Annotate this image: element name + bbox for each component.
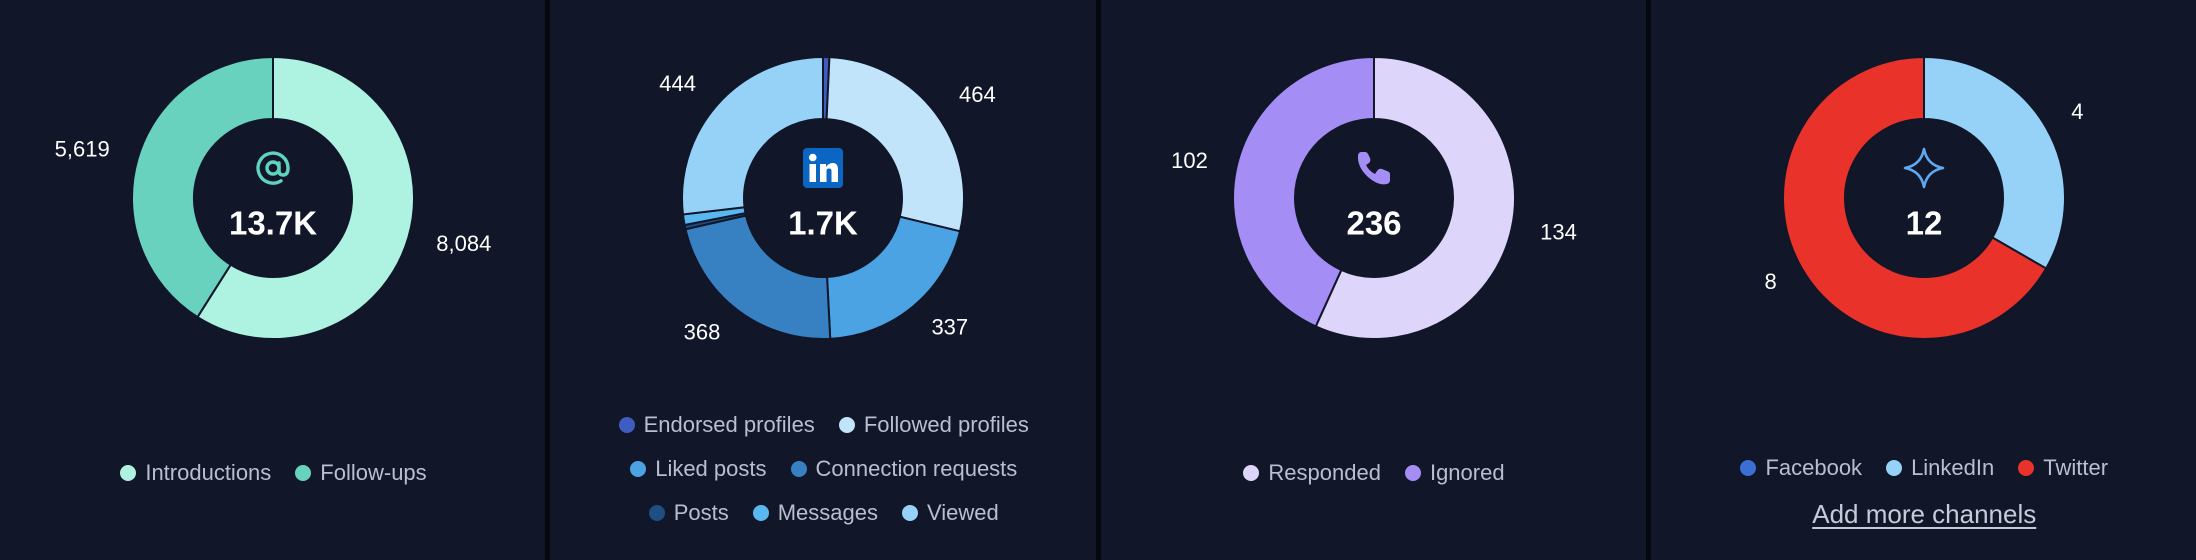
panel-divider <box>1645 0 1651 560</box>
slice-follow-ups[interactable] <box>131 55 274 319</box>
donut-chart: 8,084 5,619 13.7K <box>55 55 491 340</box>
data-label-liked-posts: 337 <box>932 315 969 340</box>
data-label-linkedin: 4 <box>2071 99 2083 124</box>
legend-label: LinkedIn <box>1911 455 1995 480</box>
data-label-followed-profiles: 464 <box>959 82 996 107</box>
slice-twitter[interactable] <box>1781 55 2048 340</box>
legend-swatch <box>902 505 919 521</box>
panel-divider <box>545 0 551 560</box>
legend-label: Facebook <box>1765 455 1863 480</box>
legend-item-twitter[interactable]: Twitter <box>2018 455 2108 481</box>
panel-linkedin: 464 337 368 444 1.7K Endorsed profiles Followe… <box>550 0 1097 560</box>
legend-swatch <box>752 505 769 521</box>
legend-swatch <box>790 461 807 477</box>
donut-chart: 4 8 12 <box>1764 55 2083 340</box>
legend-label: Follow-ups <box>320 460 427 485</box>
center-total-value: 12 <box>1905 205 1942 242</box>
data-label-follow-ups: 5,619 <box>55 136 110 161</box>
legend-row: Introductions Follow-ups <box>120 460 427 486</box>
chart-legend: Endorsed profiles Followed profiles Liked … <box>550 412 1097 526</box>
data-label-ignored: 102 <box>1171 148 1208 173</box>
legend-label: Connection requests <box>815 456 1018 481</box>
add-more-channels-link[interactable]: Add more channels <box>1812 499 2037 529</box>
donut-chart: 134 102 236 <box>1171 55 1577 340</box>
legend-swatch <box>1740 460 1757 476</box>
slice-ignored[interactable] <box>1231 55 1375 328</box>
slice-followed-profiles[interactable] <box>825 56 966 233</box>
legend-row: Responded Ignored <box>1243 460 1505 486</box>
legend-item-linkedin[interactable]: LinkedIn <box>1886 455 1994 481</box>
slice-responded[interactable] <box>1313 55 1516 340</box>
legend-label: Messages <box>777 500 879 525</box>
panel-calls: 134 102 236 Responded Ignored <box>1100 0 1648 560</box>
legend-label: Introductions <box>145 460 272 485</box>
slice-connection-requests[interactable] <box>684 214 832 340</box>
panel-divider <box>1095 0 1101 560</box>
legend-label: Viewed <box>927 500 999 525</box>
legend-label: Followed profiles <box>863 412 1029 437</box>
legend-row: Endorsed profiles Followed profiles <box>618 412 1029 438</box>
legend-row: Liked posts Connection requests <box>630 456 1017 482</box>
legend-swatch <box>2018 460 2035 476</box>
data-label-responded: 134 <box>1540 220 1577 245</box>
legend-item-responded[interactable]: Responded <box>1243 460 1381 486</box>
slice-liked-posts[interactable] <box>826 215 962 340</box>
chart-legend: Facebook LinkedIn Twitter <box>1651 455 2196 481</box>
legend-item-endorsed-profiles[interactable]: Endorsed profiles <box>618 412 815 438</box>
legend-swatch <box>295 465 312 481</box>
legend-swatch <box>1886 460 1903 476</box>
chart-legend: Introductions Follow-ups <box>0 460 547 486</box>
data-label-connection-requests: 368 <box>684 319 721 344</box>
data-label-viewed: 444 <box>660 71 697 96</box>
legend-item-posts[interactable]: Posts <box>648 500 729 526</box>
legend-label: Posts <box>673 500 729 525</box>
legend-item-followed-profiles[interactable]: Followed profiles <box>838 412 1029 438</box>
slice-linkedin[interactable] <box>1922 55 2066 270</box>
legend-label: Ignored <box>1429 460 1505 485</box>
center-total-value: 236 <box>1346 205 1401 242</box>
legend-item-liked-posts[interactable]: Liked posts <box>630 456 767 482</box>
legend-label: Responded <box>1268 460 1381 485</box>
legend-item-facebook[interactable]: Facebook <box>1740 455 1862 481</box>
center-total-value: 13.7K <box>229 205 317 242</box>
data-label-introductions: 8,084 <box>436 231 491 256</box>
legend-label: Endorsed profiles <box>643 412 815 437</box>
legend-swatch <box>618 417 635 433</box>
panel-channels: 4 8 12 Add more channels Facebook LinkedIn T… <box>1650 0 2196 560</box>
legend-row: Posts Messages Viewed <box>648 500 999 526</box>
data-label-twitter: 8 <box>1764 269 1776 294</box>
legend-swatch <box>1243 465 1260 481</box>
panel-emails: 8,084 5,619 13.7K Introductions Follow-ups <box>0 0 547 560</box>
legend-item-follow-ups[interactable]: Follow-ups <box>295 460 427 486</box>
slice-introductions[interactable] <box>196 55 415 340</box>
linkedin-logo-icon <box>803 148 844 188</box>
legend-swatch <box>630 461 647 477</box>
legend-swatch <box>648 505 665 521</box>
legend-item-ignored[interactable]: Ignored <box>1404 460 1505 486</box>
legend-swatch <box>120 465 137 481</box>
at-sign-icon <box>256 151 290 185</box>
legend-item-introductions[interactable]: Introductions <box>120 460 271 486</box>
center-total-value: 1.7K <box>788 205 858 242</box>
legend-label: Twitter <box>2043 455 2109 480</box>
chart-legend: Responded Ignored <box>1101 460 1648 486</box>
donut-chart: 464 337 368 444 1.7K <box>660 55 996 344</box>
legend-row: Facebook LinkedIn Twitter <box>1740 455 2108 481</box>
legend-item-viewed[interactable]: Viewed <box>902 500 999 526</box>
legend-swatch <box>1404 465 1421 481</box>
legend-item-messages[interactable]: Messages <box>752 500 879 526</box>
legend-item-connection-requests[interactable]: Connection requests <box>790 456 1018 482</box>
phone-icon <box>1357 152 1390 185</box>
slice-viewed[interactable] <box>681 55 825 216</box>
legend-swatch <box>838 417 855 433</box>
sparkle-icon <box>1903 147 1945 189</box>
legend-label: Liked posts <box>655 456 767 481</box>
